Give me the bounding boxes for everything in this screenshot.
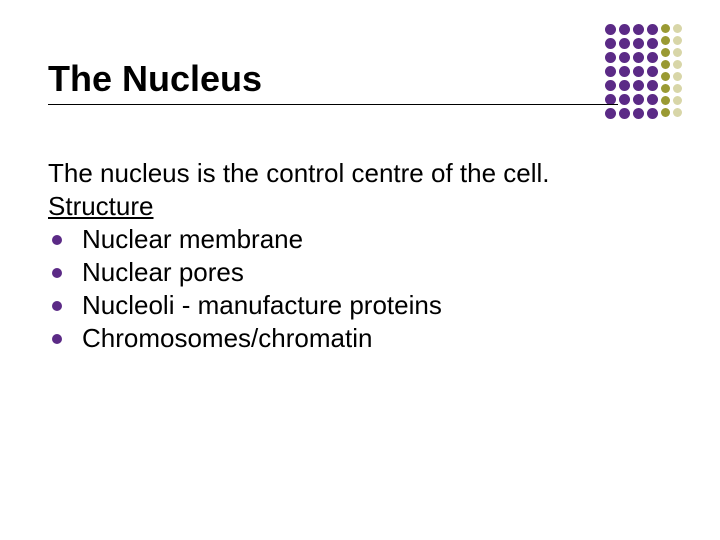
deco-dot-icon bbox=[673, 36, 682, 45]
list-item: Nucleoli - manufacture proteins bbox=[48, 290, 668, 321]
deco-dot-icon bbox=[673, 96, 682, 105]
title-underline bbox=[48, 104, 618, 105]
deco-dot-icon bbox=[633, 108, 644, 119]
deco-dot-icon bbox=[673, 108, 682, 117]
deco-dot-icon bbox=[685, 108, 694, 117]
deco-dot-icon bbox=[619, 80, 630, 91]
bullet-icon bbox=[52, 334, 62, 344]
deco-dot-icon bbox=[633, 52, 644, 63]
deco-dot-icon bbox=[685, 24, 694, 33]
deco-dot-icon bbox=[673, 24, 682, 33]
deco-dot-icon bbox=[661, 48, 670, 57]
deco-dot-icon bbox=[661, 24, 670, 33]
list-item-label: Nuclear membrane bbox=[82, 224, 303, 254]
deco-dot-icon bbox=[605, 108, 616, 119]
deco-dot-icon bbox=[685, 96, 694, 105]
structure-heading: Structure bbox=[48, 191, 668, 222]
deco-dot-icon bbox=[685, 48, 694, 57]
slide: The Nucleus The nucleus is the control c… bbox=[0, 0, 720, 540]
slide-title: The Nucleus bbox=[48, 58, 618, 100]
deco-dot-icon bbox=[647, 38, 658, 49]
bullet-icon bbox=[52, 235, 62, 245]
deco-dot-icon bbox=[661, 60, 670, 69]
deco-dot-icon bbox=[633, 38, 644, 49]
deco-dot-icon bbox=[661, 96, 670, 105]
deco-dot-icon bbox=[647, 66, 658, 77]
deco-dot-icon bbox=[619, 24, 630, 35]
deco-dot-icon bbox=[661, 36, 670, 45]
deco-dot-icon bbox=[647, 94, 658, 105]
deco-dot-icon bbox=[661, 72, 670, 81]
list-item: Nuclear membrane bbox=[48, 224, 668, 255]
deco-dot-icon bbox=[647, 108, 658, 119]
deco-dot-icon bbox=[647, 80, 658, 91]
deco-dot-icon bbox=[673, 60, 682, 69]
deco-dot-icon bbox=[685, 84, 694, 93]
deco-dot-icon bbox=[685, 72, 694, 81]
deco-dot-icon bbox=[661, 108, 670, 117]
body-block: The nucleus is the control centre of the… bbox=[48, 158, 668, 356]
deco-dot-icon bbox=[619, 94, 630, 105]
deco-dot-icon bbox=[661, 84, 670, 93]
deco-dot-icon bbox=[673, 84, 682, 93]
bullet-list: Nuclear membraneNuclear poresNucleoli - … bbox=[48, 224, 668, 354]
corner-decoration bbox=[605, 24, 694, 119]
deco-dot-icon bbox=[647, 52, 658, 63]
deco-dot-icon bbox=[619, 108, 630, 119]
deco-dot-icon bbox=[633, 80, 644, 91]
deco-dot-icon bbox=[619, 66, 630, 77]
deco-dot-icon bbox=[685, 36, 694, 45]
deco-dot-icon bbox=[619, 52, 630, 63]
title-block: The Nucleus bbox=[48, 58, 618, 105]
deco-dot-icon bbox=[633, 66, 644, 77]
deco-dot-icon bbox=[605, 38, 616, 49]
list-item: Chromosomes/chromatin bbox=[48, 323, 668, 354]
list-item-label: Nucleoli - manufacture proteins bbox=[82, 290, 442, 320]
deco-dot-icon bbox=[605, 24, 616, 35]
deco-dot-icon bbox=[685, 60, 694, 69]
deco-dot-icon bbox=[647, 24, 658, 35]
deco-dot-icon bbox=[633, 24, 644, 35]
list-item-label: Chromosomes/chromatin bbox=[82, 323, 372, 353]
list-item-label: Nuclear pores bbox=[82, 257, 244, 287]
bullet-icon bbox=[52, 301, 62, 311]
deco-dot-icon bbox=[673, 48, 682, 57]
deco-dot-icon bbox=[619, 38, 630, 49]
deco-dot-icon bbox=[673, 72, 682, 81]
deco-dot-icon bbox=[633, 94, 644, 105]
bullet-icon bbox=[52, 268, 62, 278]
intro-text: The nucleus is the control centre of the… bbox=[48, 158, 668, 189]
list-item: Nuclear pores bbox=[48, 257, 668, 288]
